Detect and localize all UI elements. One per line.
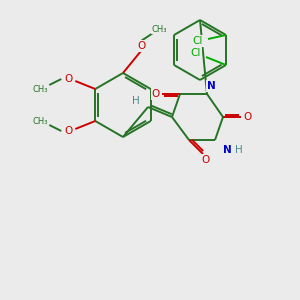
Text: O: O — [243, 112, 251, 122]
Text: O: O — [64, 126, 72, 136]
Text: Cl: Cl — [191, 48, 201, 58]
Text: O: O — [202, 155, 210, 165]
Text: O: O — [152, 89, 160, 99]
Text: H: H — [235, 145, 243, 155]
Text: Cl: Cl — [193, 36, 203, 46]
Text: O: O — [64, 74, 72, 84]
Text: O: O — [137, 41, 145, 51]
Text: CH₃: CH₃ — [32, 116, 48, 125]
Text: H: H — [132, 96, 140, 106]
Text: CH₃: CH₃ — [32, 85, 48, 94]
Text: CH₃: CH₃ — [151, 25, 167, 34]
Text: N: N — [207, 81, 215, 91]
Text: N: N — [223, 145, 231, 155]
